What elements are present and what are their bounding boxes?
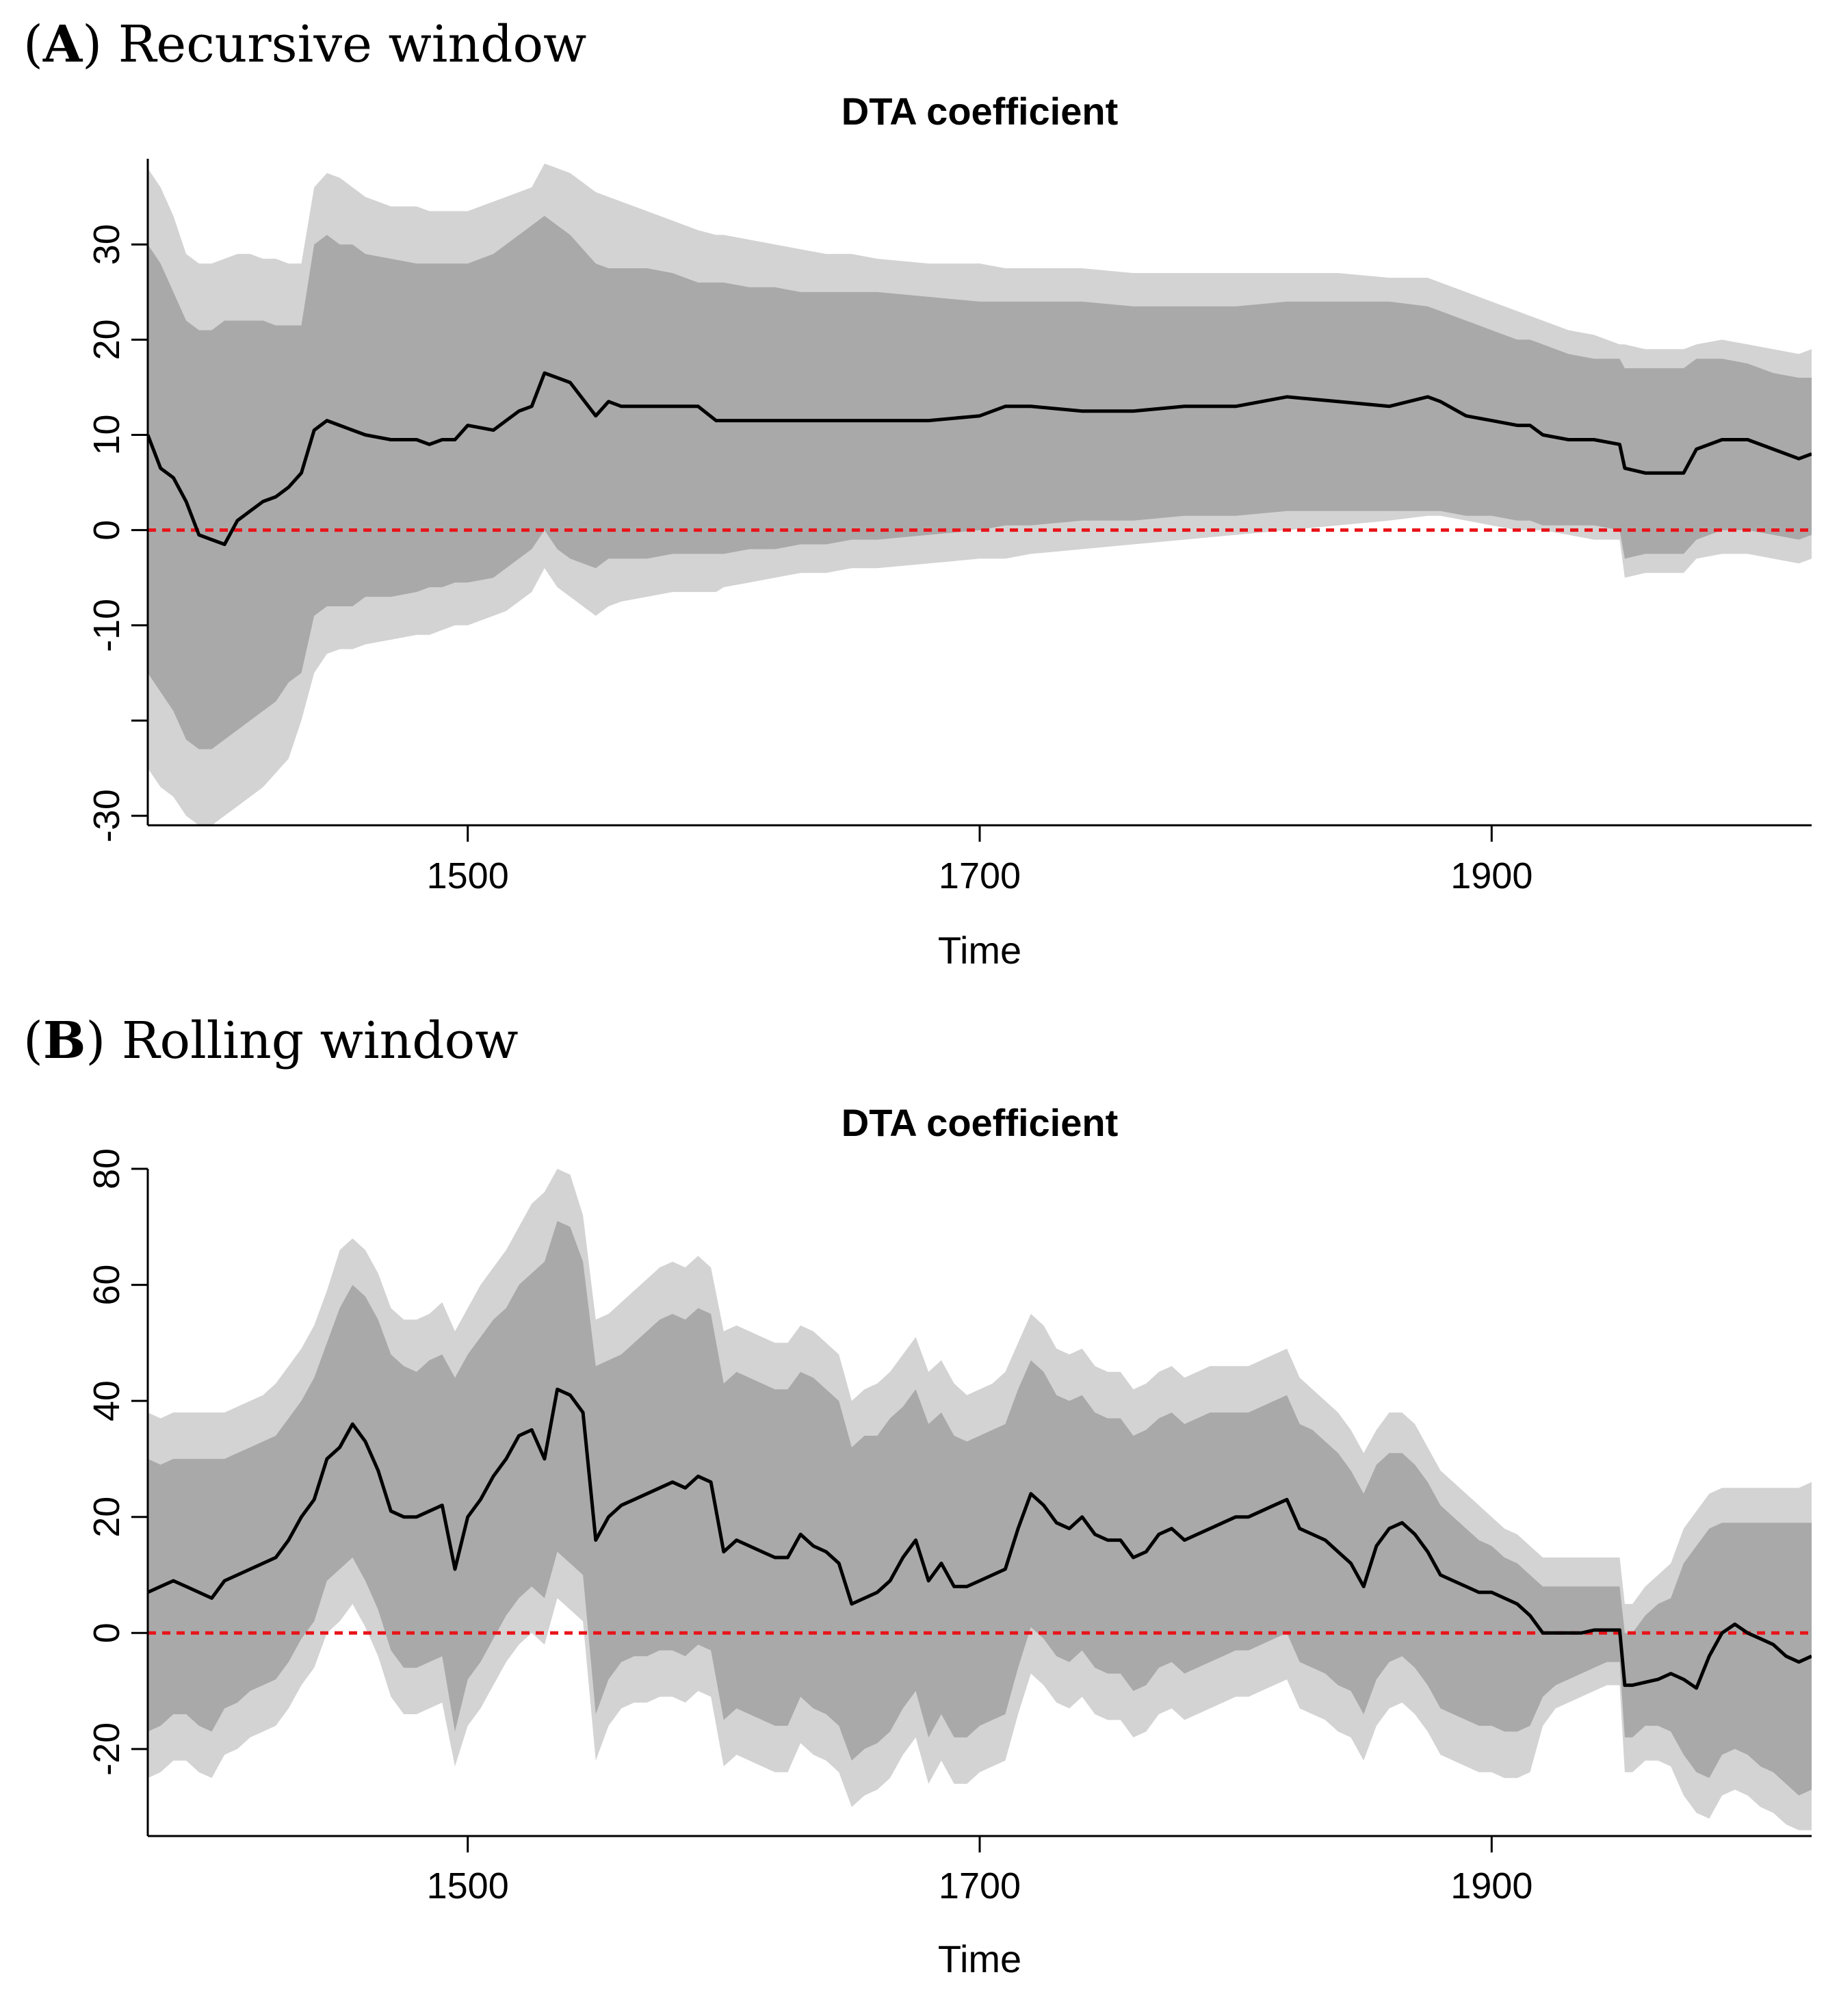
panel-b-letter: B	[42, 1011, 86, 1070]
panel-b-label: (B) Rolling window	[23, 1011, 519, 1070]
y-tick-label: -30	[86, 789, 127, 842]
y-tick-label: 0	[86, 1623, 127, 1643]
x-tick-label: 1900	[1450, 855, 1532, 896]
y-tick-label: -20	[86, 1722, 127, 1776]
confidence-band-inner	[148, 1221, 1812, 1796]
plot-area	[148, 164, 1812, 825]
y-tick-label: 60	[86, 1265, 127, 1306]
x-tick-label: 1700	[939, 855, 1021, 896]
y-tick-label: -10	[86, 599, 127, 652]
chart-recursive-window: DTA coefficient 1500 1700 1900 30 20 10 0 -10 -30…	[86, 90, 1812, 972]
y-tick-label: 20	[86, 1497, 127, 1538]
y-tick-label: 40	[86, 1380, 127, 1421]
confidence-band-inner	[148, 216, 1812, 749]
y-tick-label: 0	[86, 520, 127, 541]
panel-b-title: Rolling window	[105, 1011, 519, 1070]
x-tick-label: 1700	[939, 1865, 1021, 1907]
x-tick-label: 1900	[1450, 1865, 1532, 1907]
chart-title: DTA coefficient	[842, 90, 1118, 133]
x-tick-label: 1500	[427, 1865, 509, 1907]
y-tick-label: 10	[86, 414, 127, 455]
coefficient-line	[148, 371, 1812, 546]
panel-a-title: Recursive window	[102, 15, 587, 74]
y-tick-label: 80	[86, 1148, 127, 1189]
coefficient-line	[148, 1387, 1812, 1690]
chart-rolling-window: DTA coefficient 1500 1700 1900 80 60 40 20 0 -20 T…	[86, 1101, 1812, 1980]
chart-title: DTA coefficient	[842, 1101, 1118, 1144]
y-tick-label: 30	[86, 224, 127, 265]
plot-area	[148, 1169, 1812, 1831]
panel-a-letter: A	[42, 15, 83, 74]
y-tick-label: 20	[86, 319, 127, 360]
x-axis-label: Time	[938, 1937, 1021, 1980]
x-tick-label: 1500	[427, 855, 509, 896]
panel-a-label: (A) Recursive window	[23, 15, 587, 74]
x-axis-label: Time	[938, 929, 1021, 972]
